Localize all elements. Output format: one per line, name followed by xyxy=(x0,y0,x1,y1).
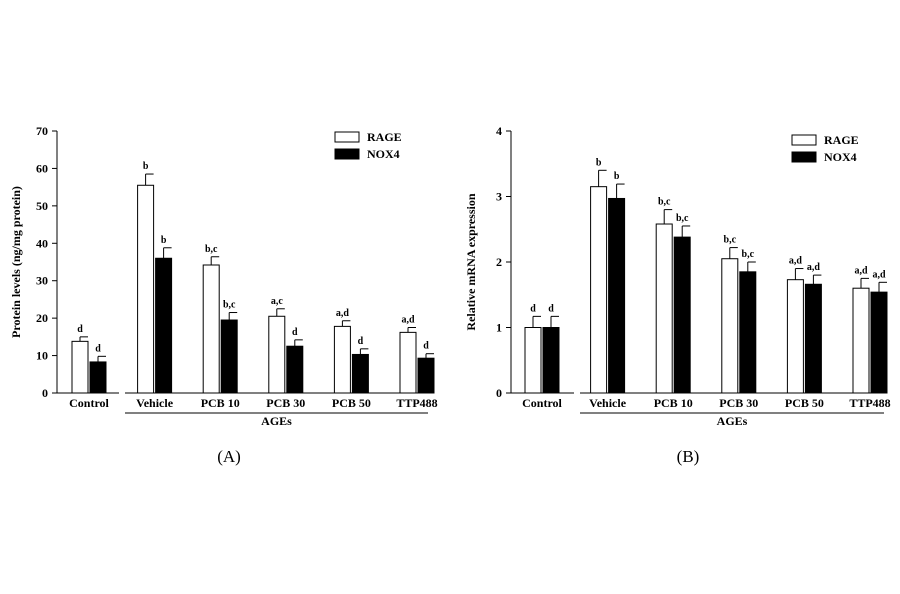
bar-rage xyxy=(786,279,804,394)
bar-nox4 xyxy=(870,291,888,394)
panel-label: (B) xyxy=(677,447,700,466)
significance-label: d xyxy=(530,303,536,314)
y-tick-label: 30 xyxy=(36,274,48,288)
bar-rage xyxy=(268,315,286,394)
bar-nox4 xyxy=(804,283,822,394)
bar-rage xyxy=(721,258,739,394)
y-axis-label: Relative mRNA expression xyxy=(464,193,478,330)
x-tick-label: PCB 30 xyxy=(719,396,758,410)
significance-label: b,c xyxy=(724,235,737,246)
significance-label: a,d xyxy=(336,308,350,319)
x-tick-label: PCB 30 xyxy=(266,396,305,410)
bar-rage xyxy=(655,223,673,394)
y-tick-label: 10 xyxy=(36,349,48,363)
legend-label: NOX4 xyxy=(367,147,400,161)
significance-label: b xyxy=(614,171,620,182)
bar-nox4 xyxy=(351,353,369,394)
significance-label: b xyxy=(596,157,602,168)
significance-label: b,c xyxy=(223,300,236,311)
bar-nox4 xyxy=(417,357,435,394)
y-tick-label: 70 xyxy=(36,124,48,138)
legend-label: RAGE xyxy=(824,133,859,147)
bar-rage xyxy=(399,331,417,394)
y-tick-label: 50 xyxy=(36,199,48,213)
bar-rage xyxy=(852,287,870,394)
significance-label: a,d xyxy=(789,256,803,267)
x-tick-label: PCB 50 xyxy=(785,396,824,410)
bar-rage xyxy=(590,186,608,394)
significance-label: d xyxy=(77,324,83,335)
y-axis-label: Protein levels (ng/mg protein) xyxy=(9,186,23,338)
bar-rage xyxy=(333,325,351,394)
x-tick-label: TTP488 xyxy=(396,396,437,410)
significance-label: b xyxy=(143,161,149,172)
bar-nox4 xyxy=(286,345,304,394)
significance-label: a,d xyxy=(401,315,415,326)
x-tick-label: PCB 10 xyxy=(201,396,240,410)
x-tick-label: Control xyxy=(69,396,109,410)
legend-swatch xyxy=(791,134,817,146)
legend: RAGE NOX4 xyxy=(334,130,402,161)
y-tick-label: 0 xyxy=(42,386,48,400)
significance-label: a,d xyxy=(854,265,868,276)
chart-panel-b: 0 1 2 3 4 Relative mRNA expression d d Control b b… xyxy=(464,124,891,466)
bar-rage xyxy=(71,340,89,394)
x-tick-label: Vehicle xyxy=(136,396,174,410)
significance-label: a,d xyxy=(872,269,886,280)
significance-label: d xyxy=(292,327,298,338)
x-tick-label: PCB 10 xyxy=(654,396,693,410)
x-tick-label: Vehicle xyxy=(589,396,627,410)
legend-swatch xyxy=(334,148,360,160)
bar-nox4 xyxy=(220,319,238,394)
y-tick-label: 3 xyxy=(496,190,502,204)
significance-label: b,c xyxy=(676,213,689,224)
panel-label: (A) xyxy=(217,447,241,466)
x-tick-label: PCB 50 xyxy=(332,396,371,410)
x-tick-label: TTP488 xyxy=(849,396,890,410)
significance-label: b,c xyxy=(658,197,671,208)
bar-nox4 xyxy=(739,271,757,394)
bar-nox4 xyxy=(89,361,107,394)
legend-label: RAGE xyxy=(367,130,402,144)
bar-nox4 xyxy=(608,197,626,394)
significance-label: a,d xyxy=(807,262,821,273)
legend-swatch xyxy=(334,131,360,143)
y-tick-label: 20 xyxy=(36,311,48,325)
bar-rage xyxy=(202,264,220,394)
group-label: AGEs xyxy=(261,414,292,428)
bar-nox4 xyxy=(155,257,173,394)
significance-label: b,c xyxy=(205,244,218,255)
x-tick-label: Control xyxy=(522,396,562,410)
chart-panel-a: 0 10 20 30 40 50 60 70 Protein levels (ng/mg pro… xyxy=(9,124,438,466)
bar-rage xyxy=(137,184,155,394)
significance-label: b,c xyxy=(742,249,755,260)
group-label: AGEs xyxy=(717,414,748,428)
y-tick-label: 1 xyxy=(496,321,502,335)
y-tick-label: 40 xyxy=(36,236,48,250)
bar-nox4 xyxy=(542,327,560,394)
significance-label: a,c xyxy=(271,296,284,307)
y-tick-label: 4 xyxy=(496,124,502,138)
significance-label: b xyxy=(161,235,167,246)
legend-swatch xyxy=(791,151,817,163)
y-tick-label: 60 xyxy=(36,161,48,175)
significance-label: d xyxy=(423,341,429,352)
legend-label: NOX4 xyxy=(824,150,857,164)
y-tick-label: 2 xyxy=(496,255,502,269)
bar-rage xyxy=(524,327,542,394)
bar-nox4 xyxy=(673,236,691,394)
significance-label: d xyxy=(548,303,554,314)
legend: RAGE NOX4 xyxy=(791,133,859,164)
significance-label: d xyxy=(95,343,101,354)
significance-label: d xyxy=(358,336,364,347)
y-tick-label: 0 xyxy=(496,386,502,400)
